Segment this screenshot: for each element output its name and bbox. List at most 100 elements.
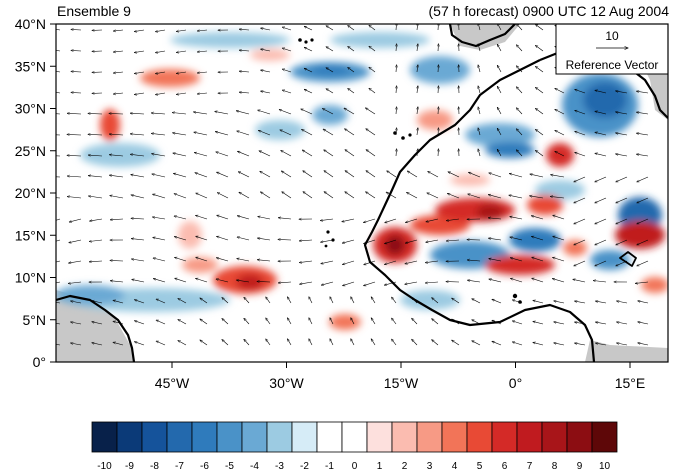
- wind-vector: [371, 339, 376, 346]
- wind-vector: [595, 153, 607, 157]
- colorbar-cell: [216, 421, 243, 453]
- wind-vector: [155, 71, 166, 74]
- wind-vector: [309, 339, 313, 346]
- south-america-coast: [56, 294, 136, 362]
- wind-vector: [173, 173, 187, 178]
- wind-vector: [326, 47, 334, 52]
- wind-vector: [405, 281, 418, 284]
- lat-tick-label: 10°N: [15, 270, 46, 286]
- forecast-time-title: (57 h forecast) 0900 UTC 12 Aug 2004: [429, 3, 670, 19]
- colorbar-label: 2: [402, 461, 408, 471]
- wind-vector: [595, 111, 607, 115]
- wind-vector: [287, 297, 292, 304]
- wind-vector: [530, 174, 544, 178]
- wind-vector: [364, 260, 376, 265]
- wind-vector: [509, 195, 523, 199]
- wind-vector: [303, 192, 313, 199]
- wind-vector: [304, 26, 313, 31]
- wind-vector: [56, 343, 61, 346]
- wind-vector: [345, 129, 355, 136]
- wind-vector: [595, 260, 607, 266]
- wind-vector: [330, 339, 334, 346]
- reference-vector-label: Reference Vector: [566, 58, 659, 72]
- wind-vector: [574, 260, 586, 266]
- wind-vector: [425, 260, 439, 263]
- wind-vector: [638, 322, 649, 325]
- wind-vector: [488, 238, 502, 241]
- wind-vector: [302, 150, 313, 157]
- wind-vector: [301, 109, 313, 115]
- wind-vector: [173, 133, 187, 136]
- wind-vector: [304, 68, 313, 73]
- wind-vector: [113, 342, 124, 346]
- wind-vector: [509, 174, 523, 178]
- wind-vector: [282, 192, 292, 199]
- wind-vector: [405, 218, 418, 223]
- wind-vector: [196, 278, 208, 283]
- wind-vector: [516, 24, 523, 31]
- wind-vector: [417, 44, 418, 52]
- wind-vector: [278, 218, 292, 219]
- wind-vector: [90, 218, 103, 221]
- wind-vector: [237, 151, 250, 157]
- wind-vector: [510, 217, 523, 220]
- wind-vector: [489, 279, 502, 283]
- wind-vector: [197, 51, 208, 52]
- wind-vector: [178, 341, 187, 346]
- wind-vector: [304, 89, 313, 94]
- wind-vector: [88, 176, 103, 178]
- wind-vector: [330, 297, 334, 304]
- wind-vector: [174, 216, 187, 220]
- wind-vector: [324, 150, 334, 157]
- wind-vector: [533, 342, 544, 346]
- wind-vector: [194, 153, 208, 157]
- wind-vector: [287, 339, 292, 346]
- wind-vector: [196, 193, 208, 199]
- colorbar-cell: [466, 421, 493, 453]
- wind-vector: [554, 301, 565, 304]
- wind-vector: [174, 237, 187, 241]
- wind-vector: [196, 236, 208, 241]
- wind-vector: [553, 257, 565, 262]
- wind-vector: [67, 197, 82, 199]
- wind-vector: [575, 343, 586, 346]
- wind-vector: [348, 67, 355, 73]
- wind-vector: [69, 218, 82, 222]
- wind-vector: [387, 171, 397, 178]
- colorbar-cell: [166, 421, 193, 453]
- wind-vector: [304, 47, 313, 52]
- wind-vector: [215, 132, 229, 136]
- wind-vector: [392, 297, 397, 304]
- wind-vector: [396, 44, 397, 52]
- wind-vector: [478, 149, 481, 157]
- wind-vector: [616, 112, 628, 115]
- wind-vector: [217, 215, 229, 220]
- wind-vector: [595, 218, 607, 224]
- wind-vector: [237, 131, 250, 136]
- wind-vector: [516, 129, 523, 136]
- wind-vector: [56, 28, 61, 31]
- wind-vector: [342, 260, 355, 265]
- lon-tick-label: 15°W: [384, 375, 419, 391]
- wind-vector: [595, 343, 607, 346]
- wind-vector: [396, 149, 397, 157]
- wind-vector: [178, 299, 187, 304]
- colorbar-cell: [591, 421, 618, 453]
- wind-vector: [426, 239, 439, 242]
- wind-vector: [535, 87, 544, 94]
- wind-vector: [384, 260, 397, 265]
- wind-vector: [497, 128, 502, 136]
- wind-vector: [260, 171, 271, 178]
- wind-vector: [497, 107, 502, 115]
- wind-vector: [344, 108, 355, 115]
- wind-vector: [575, 301, 586, 304]
- wind-vector: [396, 107, 397, 115]
- lat-tick-label: 0°: [33, 354, 46, 370]
- wind-vector: [56, 239, 61, 242]
- wind-vector: [407, 171, 418, 178]
- wind-vector: [173, 153, 187, 157]
- wind-vector: [636, 91, 649, 94]
- lake-chad: [619, 251, 637, 267]
- wind-vector: [555, 130, 565, 136]
- wind-vector: [497, 65, 502, 73]
